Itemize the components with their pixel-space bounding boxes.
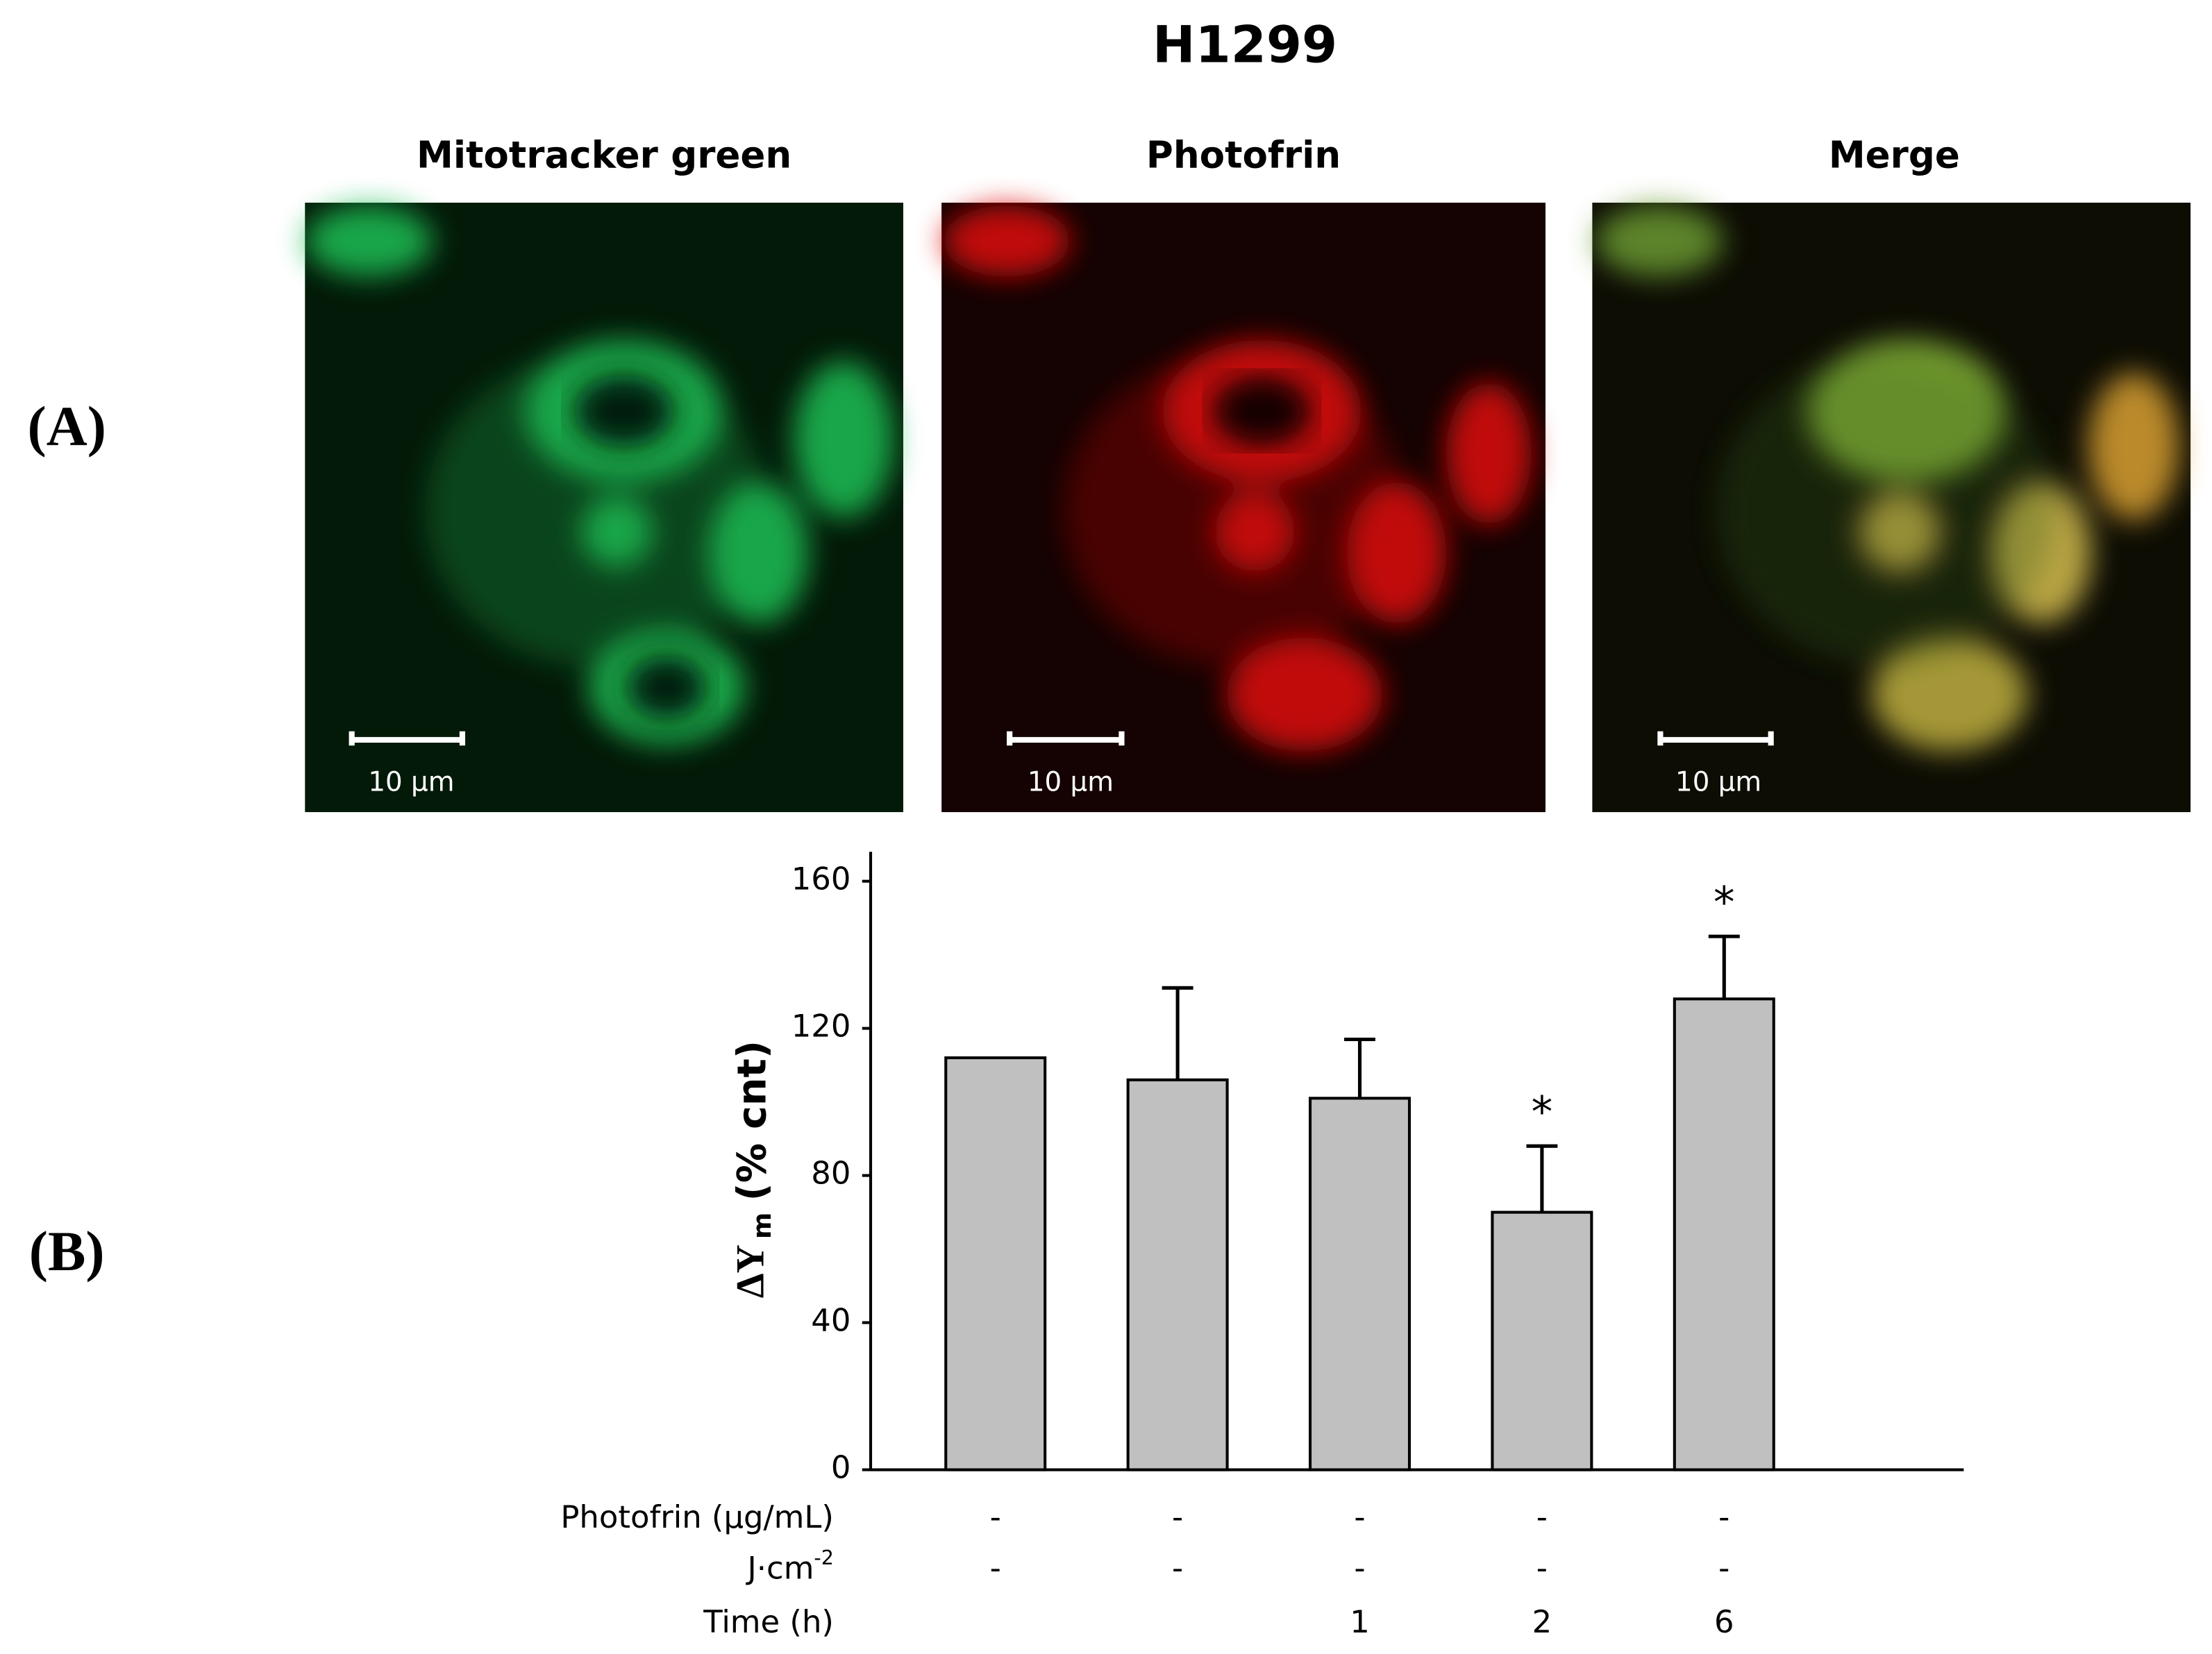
image-title: Photofrin: [1146, 133, 1341, 176]
row-label: J·cm-2: [745, 1546, 833, 1586]
row-value: -: [1354, 1499, 1365, 1535]
row-value: -: [1536, 1499, 1548, 1535]
row-value: -: [1718, 1550, 1729, 1587]
scale-bar-label: 10 µm: [368, 767, 454, 798]
y-axis-unit: (% cnt): [729, 1040, 775, 1201]
row-value: -: [990, 1499, 1001, 1535]
row-label: Time (h): [703, 1603, 834, 1640]
y-tick-label: 40: [811, 1302, 851, 1339]
row-label-sup: -2: [814, 1546, 834, 1569]
row-value: -: [1172, 1499, 1183, 1535]
row-value: -: [1354, 1550, 1365, 1587]
row-value: -: [1536, 1550, 1548, 1587]
row-label-text: J·cm: [745, 1550, 814, 1587]
bar: [944, 1056, 1047, 1471]
row-label: Photofrin (µg/mL): [560, 1499, 834, 1535]
error-bar: [1526, 1144, 1558, 1213]
y-tick-label: 160: [791, 861, 851, 897]
micrograph: [941, 203, 1546, 813]
row-value: -: [1718, 1499, 1729, 1535]
micrograph: [305, 203, 903, 813]
bar: [1126, 1078, 1229, 1471]
row-value: -: [990, 1550, 1001, 1587]
figure-title: H1299: [1153, 15, 1337, 74]
y-tick-label: 80: [811, 1155, 851, 1192]
scale-bar: [349, 731, 1774, 746]
image-title: Merge: [1829, 133, 1960, 176]
error-bar: [1344, 1037, 1375, 1099]
image-title: Mitotracker green: [417, 133, 791, 176]
bar: [1309, 1097, 1411, 1471]
panel-label: (A): [28, 395, 106, 458]
error-bar: [1708, 934, 1740, 999]
row-value: 1: [1350, 1603, 1370, 1640]
panel-label: (B): [29, 1220, 105, 1283]
y-axis-label: ΔY m (% cnt): [729, 1040, 777, 1298]
row-value: 2: [1532, 1603, 1552, 1640]
bar: [1491, 1210, 1593, 1471]
bar: [1673, 997, 1775, 1471]
y-tick-label: 0: [831, 1449, 851, 1486]
y-axis-symbol: ΔY: [729, 1244, 773, 1298]
scale-bar-label: 10 µm: [1675, 767, 1761, 798]
micrograph: [1592, 203, 2191, 813]
row-value: 6: [1714, 1603, 1734, 1640]
y-tick-label: 120: [791, 1008, 851, 1045]
row-value: -: [1172, 1550, 1183, 1587]
y-axis-subscript: m: [746, 1213, 776, 1239]
scale-bar-label: 10 µm: [1028, 767, 1114, 798]
significance-mark: *: [1714, 878, 1735, 927]
significance-mark: *: [1532, 1088, 1553, 1137]
error-bar: [1162, 986, 1193, 1080]
